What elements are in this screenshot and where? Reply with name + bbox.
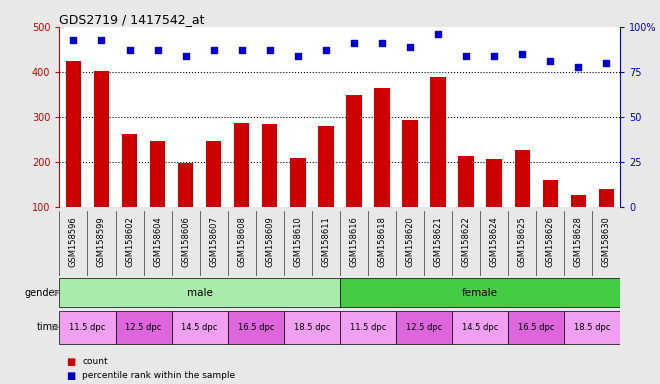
Bar xyxy=(403,120,418,207)
Text: GSM158630: GSM158630 xyxy=(602,217,611,267)
Text: GSM158626: GSM158626 xyxy=(546,217,555,267)
Bar xyxy=(452,311,508,344)
Text: GSM158621: GSM158621 xyxy=(434,217,443,267)
Bar xyxy=(340,278,620,308)
Text: 16.5 dpc: 16.5 dpc xyxy=(518,323,554,332)
Text: 11.5 dpc: 11.5 dpc xyxy=(350,323,386,332)
Text: 16.5 dpc: 16.5 dpc xyxy=(238,323,274,332)
Bar xyxy=(172,311,228,344)
Text: GSM158616: GSM158616 xyxy=(349,217,358,267)
Point xyxy=(236,47,247,53)
Bar xyxy=(59,311,116,344)
Text: GSM158628: GSM158628 xyxy=(574,217,583,267)
Text: GSM158625: GSM158625 xyxy=(517,217,527,267)
Bar xyxy=(59,278,340,308)
Point xyxy=(517,51,527,57)
Bar xyxy=(284,311,340,344)
Text: GSM158607: GSM158607 xyxy=(209,217,218,267)
Bar xyxy=(94,71,109,207)
Point xyxy=(68,36,79,43)
Bar xyxy=(564,311,620,344)
Point xyxy=(545,58,556,64)
Point xyxy=(96,36,107,43)
Text: 14.5 dpc: 14.5 dpc xyxy=(462,323,498,332)
Text: GSM158611: GSM158611 xyxy=(321,217,331,267)
Bar xyxy=(234,122,249,207)
Bar xyxy=(178,163,193,207)
Bar xyxy=(318,126,333,207)
Point xyxy=(265,47,275,53)
Point xyxy=(348,40,359,46)
Text: 11.5 dpc: 11.5 dpc xyxy=(69,323,106,332)
Bar xyxy=(262,124,277,207)
Text: male: male xyxy=(187,288,213,298)
Bar xyxy=(396,311,452,344)
Point xyxy=(573,63,583,70)
Bar xyxy=(543,180,558,207)
Point xyxy=(209,47,219,53)
Point xyxy=(461,53,471,59)
Bar xyxy=(150,141,165,207)
Point xyxy=(377,40,387,46)
Point xyxy=(180,53,191,59)
Text: time: time xyxy=(37,322,59,333)
Bar xyxy=(290,158,306,207)
Text: GDS2719 / 1417542_at: GDS2719 / 1417542_at xyxy=(59,13,205,26)
Text: 18.5 dpc: 18.5 dpc xyxy=(294,323,330,332)
Text: GSM158604: GSM158604 xyxy=(153,217,162,267)
Text: GSM158599: GSM158599 xyxy=(97,217,106,267)
Text: count: count xyxy=(82,357,108,366)
Point xyxy=(405,44,415,50)
Text: GSM158608: GSM158608 xyxy=(237,217,246,267)
Text: GSM158606: GSM158606 xyxy=(181,217,190,267)
Bar xyxy=(340,311,396,344)
Text: 14.5 dpc: 14.5 dpc xyxy=(182,323,218,332)
Bar xyxy=(515,150,530,207)
Point xyxy=(601,60,612,66)
Bar xyxy=(206,141,221,207)
Text: GSM158596: GSM158596 xyxy=(69,217,78,267)
Text: ■: ■ xyxy=(66,371,75,381)
Text: GSM158610: GSM158610 xyxy=(293,217,302,267)
Text: percentile rank within the sample: percentile rank within the sample xyxy=(82,371,236,380)
Bar xyxy=(115,311,172,344)
Bar xyxy=(122,134,137,207)
Bar xyxy=(228,311,284,344)
Bar xyxy=(374,88,389,207)
Point xyxy=(124,47,135,53)
Text: GSM158624: GSM158624 xyxy=(490,217,499,267)
Text: 12.5 dpc: 12.5 dpc xyxy=(125,323,162,332)
Text: GSM158622: GSM158622 xyxy=(461,217,471,267)
Bar xyxy=(346,94,362,207)
Point xyxy=(489,53,500,59)
Text: gender: gender xyxy=(25,288,59,298)
Bar xyxy=(599,189,614,207)
Text: GSM158609: GSM158609 xyxy=(265,217,275,267)
Bar xyxy=(508,311,564,344)
Text: GSM158620: GSM158620 xyxy=(405,217,414,267)
Bar xyxy=(571,195,586,207)
Bar xyxy=(66,61,81,207)
Point xyxy=(152,47,163,53)
Point xyxy=(321,47,331,53)
Text: GSM158602: GSM158602 xyxy=(125,217,134,267)
Point xyxy=(433,31,444,37)
Text: female: female xyxy=(462,288,498,298)
Text: 18.5 dpc: 18.5 dpc xyxy=(574,323,611,332)
Point xyxy=(292,53,303,59)
Bar xyxy=(459,156,474,207)
Bar xyxy=(430,76,446,207)
Text: GSM158618: GSM158618 xyxy=(378,217,387,267)
Text: 12.5 dpc: 12.5 dpc xyxy=(406,323,442,332)
Bar xyxy=(486,159,502,207)
Text: ■: ■ xyxy=(66,357,75,367)
